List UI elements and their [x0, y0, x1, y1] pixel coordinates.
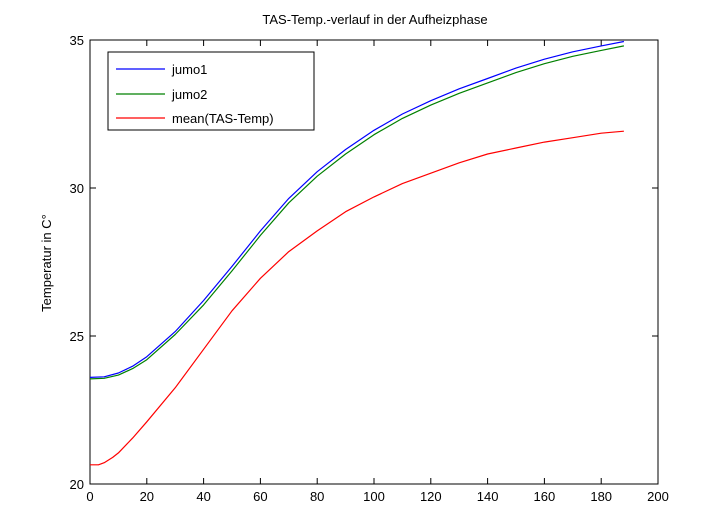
series-line-mean: [90, 130, 624, 466]
y-tick-label: 20: [70, 477, 84, 492]
x-tick-label: 100: [363, 489, 385, 504]
y-tick-label: 30: [70, 181, 84, 196]
y-axis-label: Temperatur in C°: [39, 214, 54, 312]
series-line-jumo1: [89, 40, 625, 378]
series-layer: [89, 40, 625, 466]
series-line-jumo2: [89, 45, 625, 380]
x-tick-label: 140: [477, 489, 499, 504]
x-tick-label: 40: [196, 489, 210, 504]
legend-label-mean: mean(TAS-Temp): [172, 111, 274, 126]
y-tick-label: 35: [70, 33, 84, 48]
x-tick-label: 160: [534, 489, 556, 504]
x-tick-label: 200: [647, 489, 669, 504]
x-tick-label: 180: [590, 489, 612, 504]
x-tick-label: 120: [420, 489, 442, 504]
x-tick-label: 60: [253, 489, 267, 504]
x-tick-label: 0: [86, 489, 93, 504]
chart-title: TAS-Temp.-verlauf in der Aufheizphase: [262, 12, 487, 27]
legend-box: [107, 51, 315, 131]
legend-label-jumo1: jumo1: [171, 62, 207, 77]
legend-label-jumo2: jumo2: [171, 87, 207, 102]
x-tick-label: 80: [310, 489, 324, 504]
legend: jumo1 jumo2 mean(TAS-Temp): [107, 51, 315, 131]
y-tick-label: 25: [70, 329, 84, 344]
x-tick-label: 20: [140, 489, 154, 504]
